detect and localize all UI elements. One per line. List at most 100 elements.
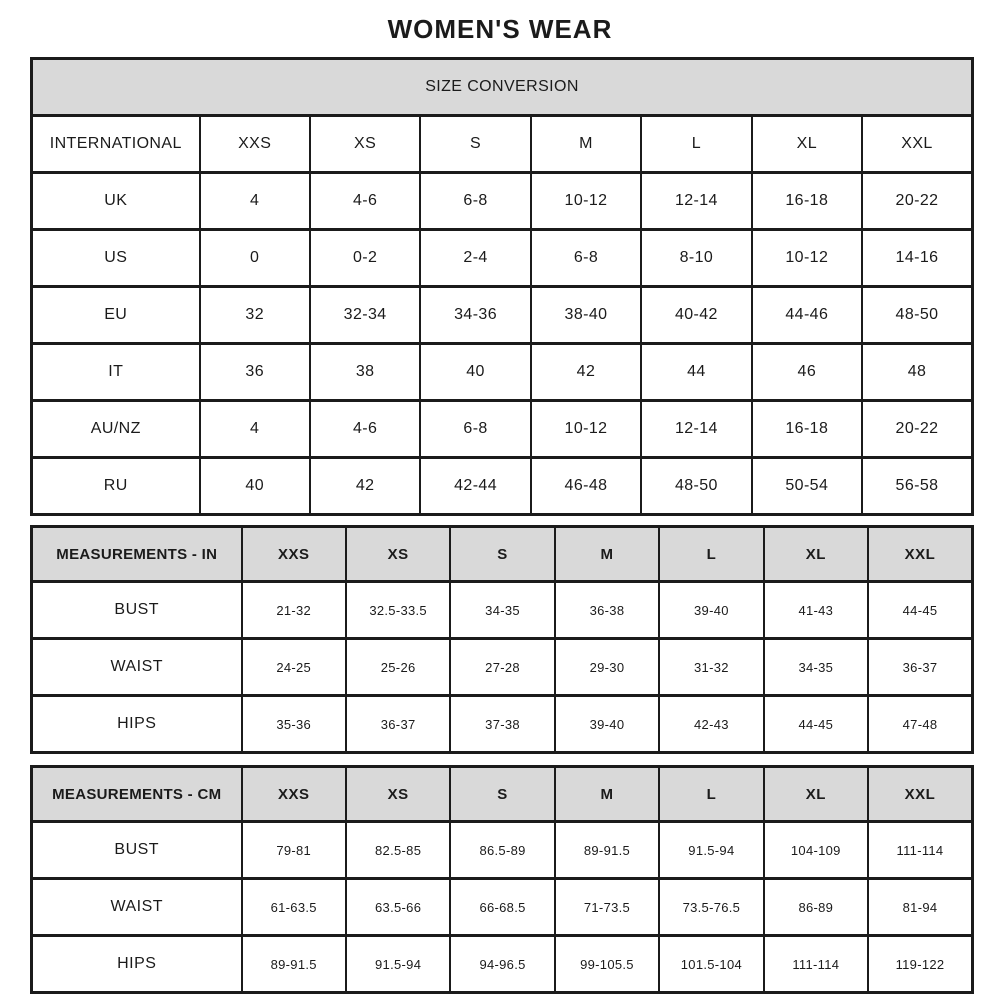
table-cell: 63.5-66: [344, 877, 452, 937]
measurements-cm-head: MEASUREMENTS - CM XXS XS S M L XL XXL: [30, 765, 974, 823]
table-cell: 111-114: [867, 820, 974, 880]
row-label: UK: [30, 171, 201, 231]
row-label: RU: [30, 456, 201, 516]
table-cell: 94-96.5: [449, 934, 556, 994]
table-cell: 86.5-89: [449, 820, 556, 880]
table-cell: 4-6: [308, 399, 422, 459]
table-cell: 91.5-94: [344, 934, 452, 994]
size-header-cell: S: [419, 114, 532, 174]
table-cell: 12-14: [640, 171, 753, 231]
table-cell: 4: [198, 399, 311, 459]
size-header-cell: M: [553, 525, 661, 583]
measurements-cm-table: MEASUREMENTS - CM XXS XS S M L XL XXL BUST 79-8…: [30, 765, 974, 994]
measurements-in-title: MEASUREMENTS - IN: [30, 525, 243, 583]
table-cell: 27-28: [449, 637, 556, 697]
table-cell: 34-36: [419, 285, 532, 345]
measurements-in-body: BUST 21-32 32.5-33.5 34-35 36-38 39-40 41-43 44…: [30, 580, 974, 754]
size-conversion-table: SIZE CONVERSION INTERNATIONAL XXS XS S M L XL…: [30, 57, 974, 516]
table-cell: 38: [308, 342, 422, 402]
size-header-cell: XXL: [867, 525, 974, 583]
table-cell: 38-40: [529, 285, 643, 345]
table-cell: 25-26: [344, 637, 452, 697]
size-header-cell: XS: [308, 114, 422, 174]
table-row: US 0 0-2 2-4 6-8 8-10 10-12 14-16: [30, 228, 974, 288]
table-row: HIPS 35-36 36-37 37-38 39-40 42-43 44-45 47-48: [30, 694, 974, 754]
table-cell: 32.5-33.5: [344, 580, 452, 640]
table-row: UK 4 4-6 6-8 10-12 12-14 16-18 20-22: [30, 171, 974, 231]
table-cell: 79-81: [240, 820, 347, 880]
row-label: BUST: [30, 580, 243, 640]
table-cell: 40: [419, 342, 532, 402]
table-cell: 37-38: [449, 694, 556, 754]
table-cell: 41-43: [762, 580, 870, 640]
table-row: AU/NZ 4 4-6 6-8 10-12 12-14 16-18 20-22: [30, 399, 974, 459]
table-cell: 21-32: [240, 580, 347, 640]
international-header: INTERNATIONAL: [30, 114, 201, 174]
table-cell: 14-16: [861, 228, 974, 288]
table-cell: 46: [750, 342, 864, 402]
size-conversion-head: SIZE CONVERSION INTERNATIONAL XXS XS S M L XL…: [30, 57, 974, 174]
size-header-cell: XXL: [861, 114, 974, 174]
measurements-in-header-row: MEASUREMENTS - IN XXS XS S M L XL XXL: [30, 525, 974, 583]
row-label: EU: [30, 285, 201, 345]
table-cell: 44-46: [750, 285, 864, 345]
table-cell: 99-105.5: [553, 934, 661, 994]
table-cell: 36: [198, 342, 311, 402]
size-header-cell: XL: [762, 765, 870, 823]
table-cell: 4: [198, 171, 311, 231]
table-cell: 20-22: [861, 171, 974, 231]
size-header-cell: S: [449, 765, 556, 823]
table-cell: 81-94: [867, 877, 974, 937]
row-label: HIPS: [30, 934, 243, 994]
table-cell: 34-35: [762, 637, 870, 697]
page-title: WOMEN'S WEAR: [387, 14, 613, 44]
table-cell: 119-122: [867, 934, 974, 994]
table-cell: 40: [198, 456, 311, 516]
table-cell: 42: [308, 456, 422, 516]
size-header-cell: L: [640, 114, 753, 174]
size-header-cell: M: [529, 114, 643, 174]
size-conversion-header-row: INTERNATIONAL XXS XS S M L XL XXL: [30, 114, 974, 174]
row-label: US: [30, 228, 201, 288]
table-cell: 36-38: [553, 580, 661, 640]
table-cell: 48-50: [640, 456, 753, 516]
table-cell: 104-109: [762, 820, 870, 880]
table-cell: 89-91.5: [240, 934, 347, 994]
table-cell: 73.5-76.5: [658, 877, 765, 937]
size-conversion-title: SIZE CONVERSION: [30, 57, 974, 117]
row-label: WAIST: [30, 877, 243, 937]
table-cell: 50-54: [750, 456, 864, 516]
size-header-cell: L: [658, 765, 765, 823]
row-label: IT: [30, 342, 201, 402]
size-header-cell: XS: [344, 525, 452, 583]
table-cell: 32: [198, 285, 311, 345]
measurements-cm-body: BUST 79-81 82.5-85 86.5-89 89-91.5 91.5-94 104…: [30, 820, 974, 994]
size-header-cell: XL: [762, 525, 870, 583]
size-header-cell: XL: [750, 114, 864, 174]
table-cell: 111-114: [762, 934, 870, 994]
table-cell: 6-8: [419, 399, 532, 459]
table-cell: 24-25: [240, 637, 347, 697]
table-cell: 48-50: [861, 285, 974, 345]
size-header-cell: S: [449, 525, 556, 583]
size-conversion-title-row: SIZE CONVERSION: [30, 57, 974, 117]
table-cell: 89-91.5: [553, 820, 661, 880]
table-cell: 42-43: [658, 694, 765, 754]
table-cell: 35-36: [240, 694, 347, 754]
size-header-cell: XXS: [240, 765, 347, 823]
table-cell: 20-22: [861, 399, 974, 459]
table-cell: 10-12: [529, 399, 643, 459]
table-cell: 42: [529, 342, 643, 402]
table-cell: 42-44: [419, 456, 532, 516]
table-cell: 8-10: [640, 228, 753, 288]
table-cell: 46-48: [529, 456, 643, 516]
table-row: BUST 79-81 82.5-85 86.5-89 89-91.5 91.5-94 104…: [30, 820, 974, 880]
row-label: HIPS: [30, 694, 243, 754]
table-cell: 6-8: [529, 228, 643, 288]
table-cell: 61-63.5: [240, 877, 347, 937]
table-cell: 39-40: [658, 580, 765, 640]
size-conversion-body: UK 4 4-6 6-8 10-12 12-14 16-18 20-22 US 0 0-2 2-4 6-…: [30, 171, 974, 516]
row-label: BUST: [30, 820, 243, 880]
table-cell: 44-45: [867, 580, 974, 640]
